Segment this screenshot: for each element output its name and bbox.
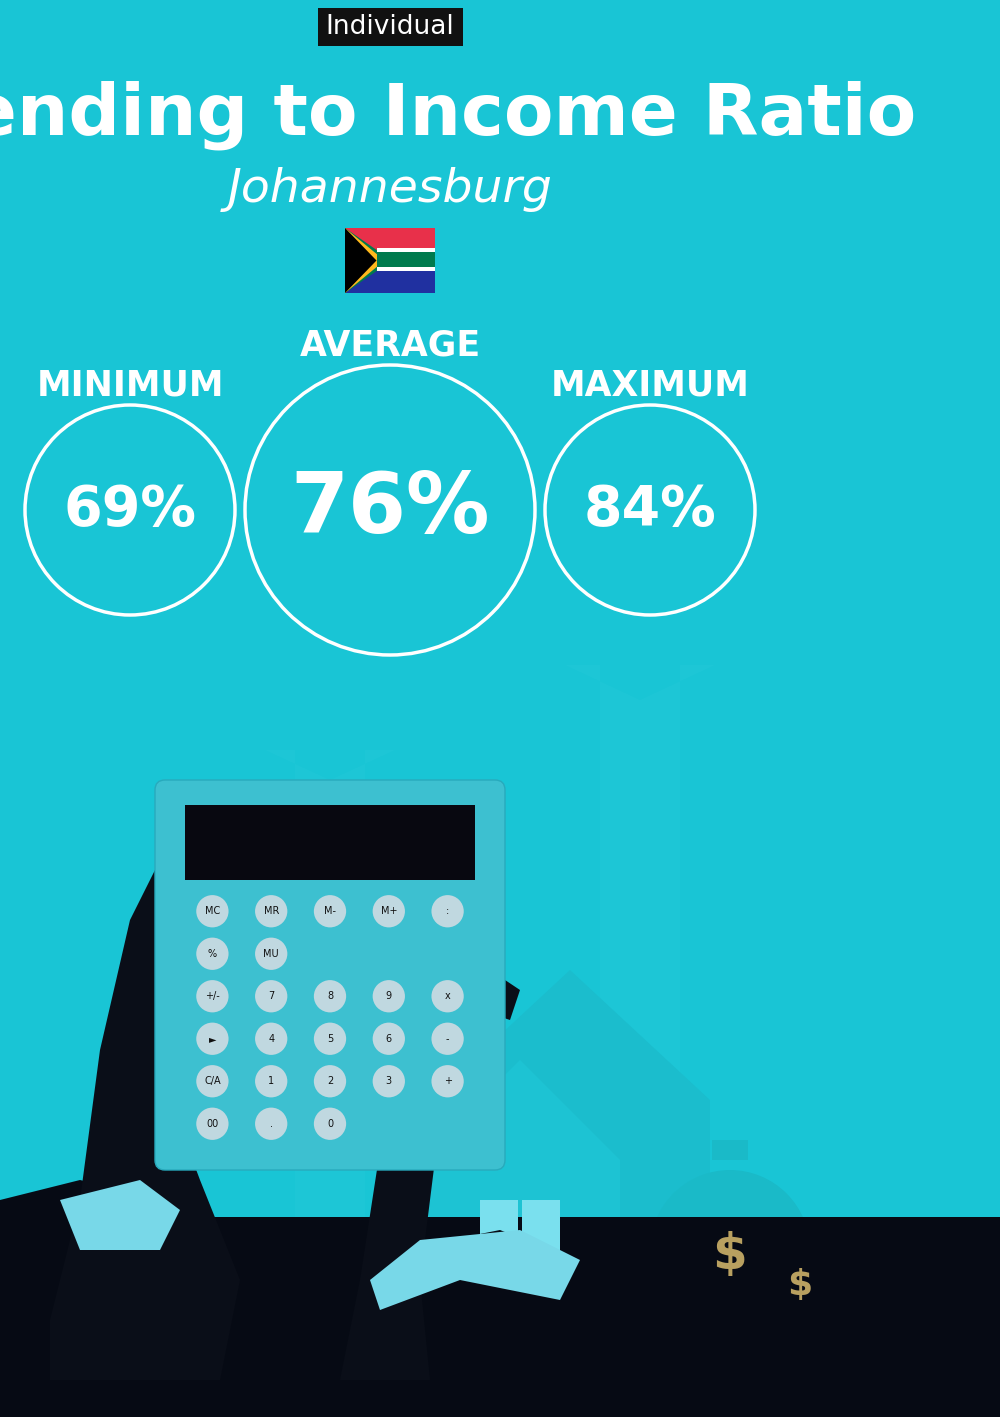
Bar [345, 249, 435, 265]
Circle shape [431, 1066, 464, 1097]
Text: MC: MC [205, 907, 220, 917]
Circle shape [196, 1108, 229, 1139]
Circle shape [196, 938, 229, 969]
Text: 4: 4 [268, 1034, 274, 1044]
Text: 9: 9 [386, 992, 392, 1002]
Text: %: % [208, 949, 217, 959]
Text: 84%: 84% [584, 483, 716, 537]
Circle shape [314, 1023, 346, 1054]
Circle shape [431, 896, 464, 927]
Text: 0: 0 [327, 1119, 333, 1129]
Text: 00: 00 [206, 1119, 219, 1129]
Circle shape [740, 1220, 860, 1340]
Circle shape [255, 981, 287, 1012]
Circle shape [373, 981, 405, 1012]
Text: M+: M+ [381, 907, 397, 917]
Text: 6: 6 [386, 1034, 392, 1044]
Bar [680, 1261, 820, 1268]
Bar [680, 1226, 820, 1231]
Text: +/-: +/- [205, 992, 220, 1002]
Circle shape [314, 1066, 346, 1097]
Text: AVERAGE: AVERAGE [299, 327, 481, 361]
Text: ►: ► [209, 1034, 216, 1044]
Circle shape [373, 1023, 405, 1054]
Text: M-: M- [324, 907, 336, 917]
Circle shape [314, 981, 346, 1012]
Polygon shape [340, 959, 520, 1380]
Bar [318, 9, 462, 45]
Circle shape [314, 1108, 346, 1139]
Bar [680, 1243, 820, 1250]
Text: 7: 7 [268, 992, 274, 1002]
Polygon shape [420, 1060, 620, 1321]
Bar [680, 1288, 820, 1295]
Bar [480, 1200, 518, 1321]
Circle shape [650, 1170, 810, 1331]
Bar [712, 1141, 748, 1161]
Polygon shape [345, 228, 385, 293]
Circle shape [196, 1066, 229, 1097]
Polygon shape [50, 830, 260, 1380]
Circle shape [255, 938, 287, 969]
Polygon shape [265, 750, 395, 1250]
Text: 1: 1 [268, 1077, 274, 1087]
Text: 69%: 69% [64, 483, 196, 537]
Text: MU: MU [263, 949, 279, 959]
Circle shape [373, 896, 405, 927]
Text: Johannesburg: Johannesburg [228, 167, 552, 213]
Text: MINIMUM: MINIMUM [36, 368, 224, 402]
Circle shape [196, 1023, 229, 1054]
FancyBboxPatch shape [155, 779, 505, 1170]
Text: Individual: Individual [326, 14, 454, 40]
Circle shape [373, 1066, 405, 1097]
Text: 3: 3 [386, 1077, 392, 1087]
Bar [0, 1217, 1000, 1417]
Text: C/A: C/A [204, 1077, 221, 1087]
Text: 8: 8 [327, 992, 333, 1002]
Polygon shape [370, 1230, 580, 1309]
Polygon shape [0, 1180, 200, 1417]
Bar [680, 1280, 820, 1287]
Bar [376, 248, 435, 252]
Bar [345, 271, 435, 293]
Circle shape [196, 981, 229, 1012]
Text: 5: 5 [327, 1034, 333, 1044]
Circle shape [255, 1108, 287, 1139]
Text: Spending to Income Ratio: Spending to Income Ratio [0, 81, 916, 150]
Polygon shape [345, 228, 376, 293]
Bar [345, 265, 435, 271]
Polygon shape [430, 971, 710, 1299]
Circle shape [431, 981, 464, 1012]
Bar [680, 1234, 820, 1241]
Text: 2: 2 [327, 1077, 333, 1087]
Bar [376, 252, 435, 269]
Text: MAXIMUM: MAXIMUM [551, 368, 749, 402]
Circle shape [255, 1023, 287, 1054]
Text: 76%: 76% [290, 469, 490, 550]
Bar [465, 971, 495, 1020]
Bar [345, 228, 435, 249]
Text: :: : [446, 907, 449, 917]
Text: +: + [444, 1077, 452, 1087]
Bar [522, 1200, 560, 1321]
Text: -: - [446, 1034, 449, 1044]
Circle shape [255, 896, 287, 927]
Bar [680, 1270, 820, 1277]
Polygon shape [565, 665, 715, 1299]
Polygon shape [350, 1230, 700, 1417]
Circle shape [255, 1066, 287, 1097]
Bar [376, 268, 435, 271]
Polygon shape [60, 1180, 180, 1250]
Polygon shape [345, 228, 392, 293]
Circle shape [196, 896, 229, 927]
Bar [185, 805, 475, 880]
Text: $: $ [787, 1268, 813, 1302]
Text: x: x [445, 992, 450, 1002]
Circle shape [314, 896, 346, 927]
Text: .: . [270, 1119, 273, 1129]
Bar [680, 1253, 820, 1258]
Text: MR: MR [264, 907, 279, 917]
Text: $: $ [713, 1231, 747, 1280]
Circle shape [431, 1023, 464, 1054]
